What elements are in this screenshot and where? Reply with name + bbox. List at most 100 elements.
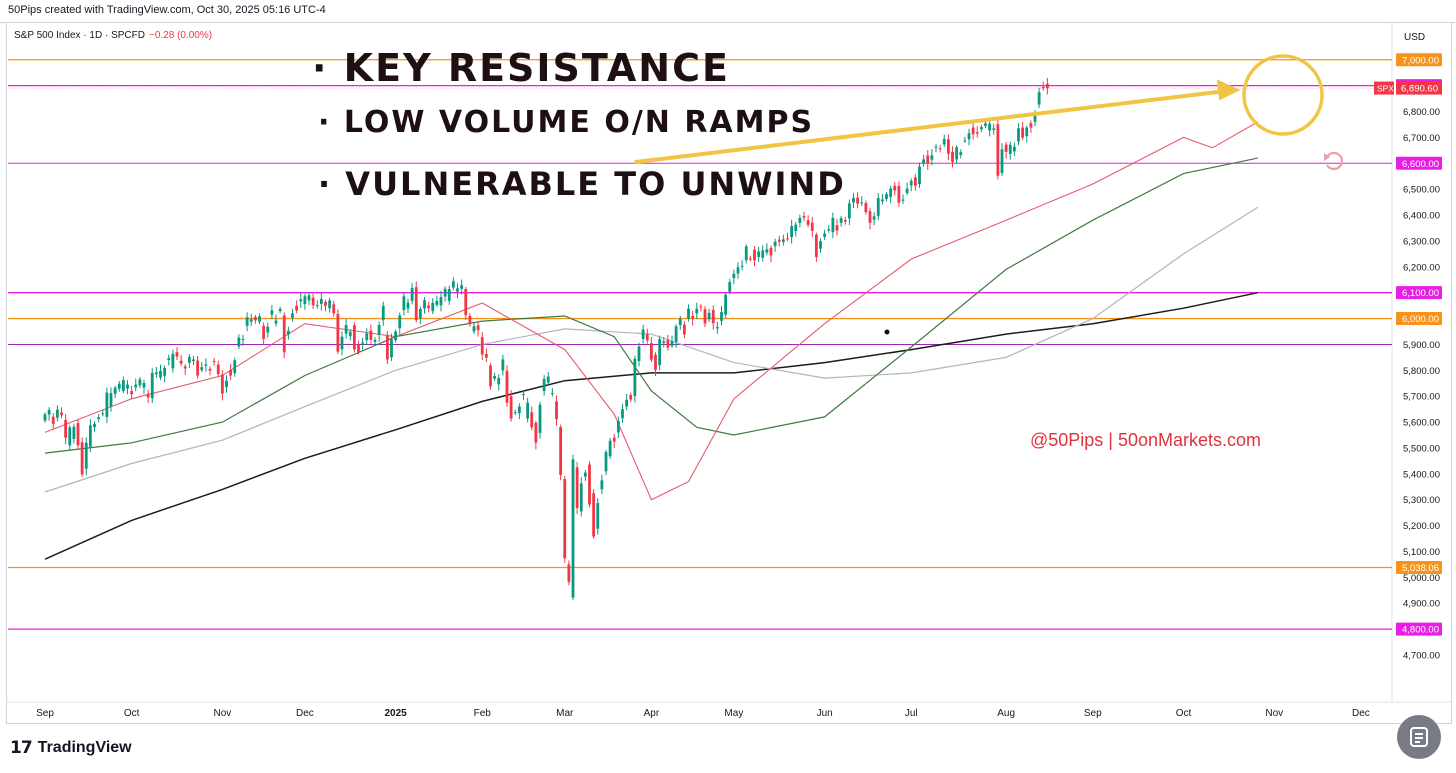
candle — [64, 414, 68, 445]
candle — [200, 362, 204, 373]
candle-body — [241, 339, 245, 341]
candle-body — [414, 287, 418, 321]
time-tick-label: Oct — [124, 708, 140, 719]
candle-body — [60, 412, 63, 416]
candle-body — [142, 383, 146, 388]
candle-body — [1000, 149, 1004, 174]
candle-body — [509, 396, 513, 419]
candle — [703, 306, 707, 328]
symbol-legend[interactable]: S&P 500 Index · 1D · SPCFD −0.28 (0.00%) — [14, 30, 212, 41]
candle — [975, 126, 979, 138]
candle-body — [753, 249, 756, 261]
candle-body — [484, 354, 488, 358]
candle — [344, 319, 348, 339]
candle — [517, 403, 521, 420]
candle — [913, 174, 917, 191]
candle-body — [678, 318, 682, 326]
candle — [394, 329, 398, 343]
candle — [930, 149, 934, 166]
candle — [633, 355, 637, 403]
candle — [1045, 77, 1049, 95]
candle — [720, 305, 723, 326]
candle-body — [365, 333, 369, 341]
candle-body — [654, 354, 657, 370]
candle-body — [1004, 144, 1008, 152]
candle-body — [76, 423, 80, 446]
last-price-box — [1396, 81, 1442, 95]
candle-body — [802, 216, 806, 218]
candle-body — [1008, 144, 1012, 154]
candle — [336, 309, 340, 355]
candle-body — [922, 159, 926, 164]
candle — [645, 328, 649, 344]
candle-body — [542, 378, 546, 392]
candle-body — [777, 239, 781, 242]
snapshot-button[interactable] — [1397, 715, 1441, 759]
time-tick-label: Oct — [1176, 708, 1192, 719]
candle — [76, 419, 80, 449]
candle — [678, 315, 682, 330]
candle — [918, 162, 921, 188]
candle-body — [262, 326, 266, 339]
candle — [109, 387, 113, 412]
candle-body — [868, 211, 872, 223]
candle-body — [608, 440, 612, 457]
candle — [121, 376, 125, 394]
candle — [897, 181, 901, 207]
candle — [951, 146, 954, 168]
level-price-box — [1396, 312, 1442, 326]
candle-body — [959, 152, 963, 155]
candle — [361, 337, 365, 350]
currency-label[interactable]: USD — [1404, 32, 1426, 43]
candle-body — [889, 188, 893, 197]
candle-body — [769, 247, 773, 256]
candle-body — [934, 146, 938, 148]
candle-body — [101, 413, 105, 415]
candle — [571, 454, 575, 600]
candle — [88, 418, 92, 453]
candle — [860, 196, 864, 206]
level-price-box — [1396, 286, 1442, 300]
candle-body — [390, 339, 393, 358]
candle — [604, 450, 608, 476]
candle — [798, 214, 802, 228]
annotation-arrow-head — [1216, 79, 1241, 101]
refresh-icon — [1324, 151, 1344, 171]
annotation-key-resistance: · KEY RESISTANCE — [312, 46, 730, 90]
candle-body — [480, 337, 484, 355]
candle — [1012, 142, 1016, 157]
candle — [736, 262, 740, 279]
candle — [955, 145, 959, 164]
price-tick-label: 5,400.00 — [1403, 469, 1440, 480]
level-price-box — [1396, 156, 1442, 170]
candle-body — [64, 420, 68, 438]
candle — [373, 337, 377, 345]
symbol-name[interactable]: S&P 500 Index · 1D · SPCFD — [14, 30, 145, 41]
candle — [253, 314, 257, 324]
candle-body — [526, 402, 530, 419]
time-tick-label: Dec — [1352, 708, 1370, 719]
candle-body — [97, 417, 101, 419]
time-tick-label: Nov — [213, 708, 231, 719]
candle — [880, 193, 884, 205]
candle-body — [682, 324, 686, 335]
candle-body — [786, 238, 789, 240]
candle-body — [418, 308, 422, 319]
price-tick-label: 5,900.00 — [1403, 340, 1440, 351]
candle-body — [84, 442, 88, 469]
tradingview-brand[interactable]: 𝟭𝟳 TradingView — [10, 738, 132, 758]
candle-body — [522, 394, 525, 396]
candle-body — [872, 216, 876, 220]
candle-body — [592, 493, 596, 537]
candle-body — [431, 302, 435, 312]
ma-10-line — [44, 121, 1259, 501]
candle — [286, 326, 290, 340]
candle-body — [571, 459, 575, 598]
candle-body — [468, 315, 472, 323]
candle — [687, 304, 690, 322]
candle-body — [918, 166, 921, 184]
price-tick-label: 5,600.00 — [1403, 418, 1440, 429]
candle — [971, 122, 975, 140]
candle — [534, 420, 538, 450]
